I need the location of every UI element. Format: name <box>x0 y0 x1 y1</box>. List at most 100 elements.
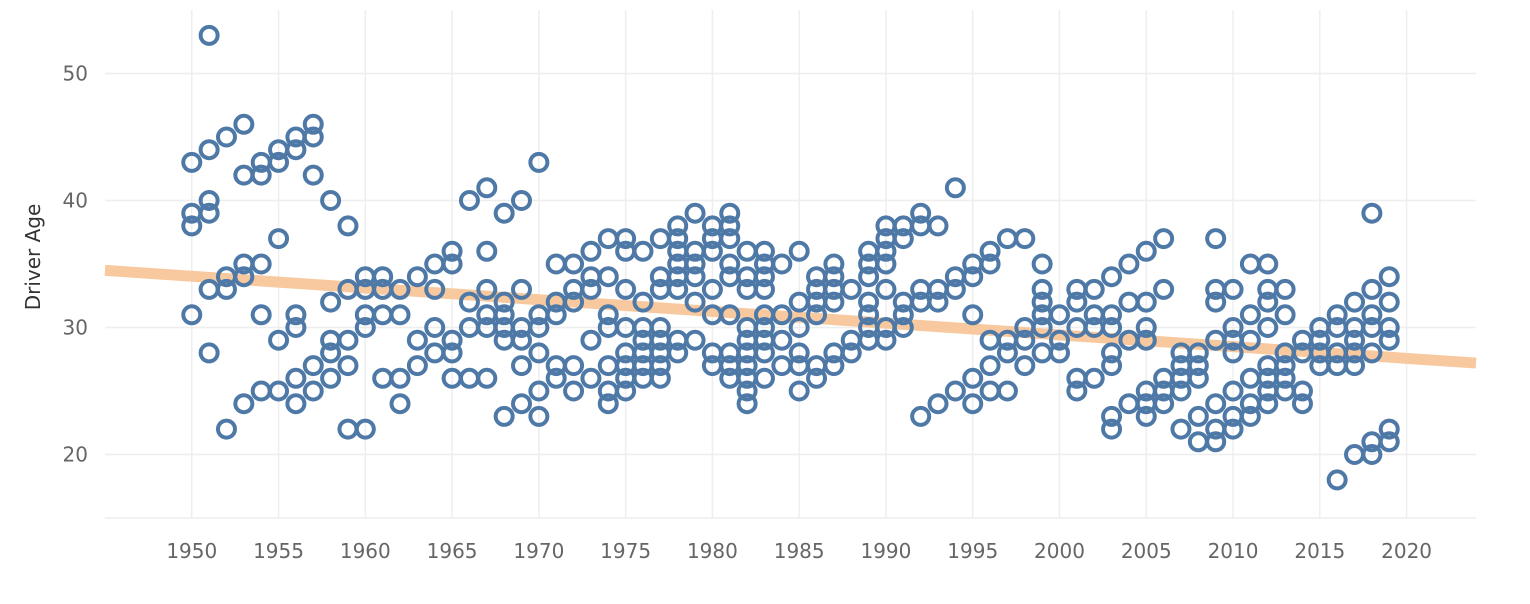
data-point <box>1205 228 1227 250</box>
data-point <box>597 355 619 377</box>
y-tick-label: 40 <box>63 189 88 213</box>
data-point <box>1101 355 1123 377</box>
data-point <box>1222 278 1244 300</box>
data-point <box>320 291 342 313</box>
data-point <box>268 151 290 173</box>
data-point <box>1031 342 1053 364</box>
data-point <box>1274 367 1296 389</box>
data-point <box>858 304 880 326</box>
data-point <box>719 304 741 326</box>
data-point <box>979 253 1001 275</box>
data-point <box>1031 317 1053 338</box>
data-point <box>198 139 220 161</box>
data-point <box>215 418 237 440</box>
data-point <box>1187 355 1209 377</box>
data-point <box>1239 367 1261 389</box>
data-point <box>320 367 342 389</box>
data-point <box>1048 329 1070 351</box>
data-point <box>528 342 550 364</box>
data-point <box>441 253 463 275</box>
data-point <box>493 202 515 224</box>
data-point <box>649 367 671 389</box>
data-point <box>476 240 498 262</box>
data-point <box>1135 240 1157 262</box>
data-point <box>771 253 793 275</box>
data-point <box>268 329 290 351</box>
data-point <box>458 291 480 313</box>
data-point <box>1378 317 1400 338</box>
data-point <box>1118 393 1140 415</box>
y-tick-label: 30 <box>63 316 88 340</box>
data-point <box>372 367 394 389</box>
data-point <box>528 151 550 173</box>
data-point <box>806 304 828 326</box>
data-point <box>1222 342 1244 364</box>
x-tick-label: 2005 <box>1121 539 1172 563</box>
x-axis: 1950 1955 1960 1965 1970 1975 1980 1985 1990 1995… <box>166 539 1432 563</box>
data-point <box>424 342 446 364</box>
x-tick-label: 2020 <box>1381 539 1432 563</box>
data-point <box>1118 291 1140 313</box>
data-point <box>476 177 498 199</box>
data-point <box>198 24 220 46</box>
data-point <box>753 240 775 262</box>
data-point <box>875 329 897 351</box>
data-point <box>406 329 428 351</box>
data-point <box>1239 405 1261 427</box>
data-point <box>1222 418 1244 440</box>
data-point <box>944 380 966 402</box>
data-point <box>285 304 307 326</box>
data-point <box>198 342 220 364</box>
data-point <box>1205 393 1227 415</box>
data-point <box>1153 393 1175 415</box>
data-point <box>736 355 758 377</box>
data-point <box>771 329 793 351</box>
data-point <box>389 278 411 300</box>
data-point <box>840 278 862 300</box>
x-tick-label: 1995 <box>947 539 998 563</box>
data-point <box>615 228 637 250</box>
data-point <box>302 355 324 377</box>
data-point <box>354 418 376 440</box>
data-point <box>684 253 706 275</box>
data-point <box>684 266 706 288</box>
data-point <box>684 202 706 224</box>
data-point <box>424 253 446 275</box>
data-point <box>1361 202 1383 224</box>
data-point <box>597 228 619 250</box>
data-point <box>511 393 533 415</box>
data-point <box>285 139 307 161</box>
data-point <box>302 126 324 148</box>
data-point <box>1187 405 1209 427</box>
data-point <box>1239 329 1261 351</box>
data-point <box>458 190 480 211</box>
data-point <box>424 317 446 338</box>
x-tick-label: 1985 <box>774 539 825 563</box>
data-point <box>753 342 775 364</box>
data-point <box>1361 304 1383 326</box>
y-axis: 20 30 40 50 <box>63 62 88 467</box>
data-point <box>649 317 671 338</box>
data-point <box>1048 342 1070 364</box>
data-point <box>1153 278 1175 300</box>
data-point <box>250 164 272 186</box>
data-point <box>1083 278 1105 300</box>
data-point <box>476 278 498 300</box>
data-point <box>493 405 515 427</box>
data-point <box>181 304 203 326</box>
data-point <box>1101 266 1123 288</box>
data-point <box>753 317 775 338</box>
data-point <box>1344 355 1366 377</box>
data-point <box>1118 253 1140 275</box>
data-point <box>1101 342 1123 364</box>
data-point <box>788 240 810 262</box>
data-point <box>268 228 290 250</box>
data-point <box>719 215 741 237</box>
data-point <box>233 393 255 415</box>
data-point <box>285 393 307 415</box>
data-point <box>285 317 307 338</box>
data-point <box>493 304 515 326</box>
data-point <box>1170 380 1192 402</box>
data-point <box>667 278 689 300</box>
data-point <box>1361 278 1383 300</box>
